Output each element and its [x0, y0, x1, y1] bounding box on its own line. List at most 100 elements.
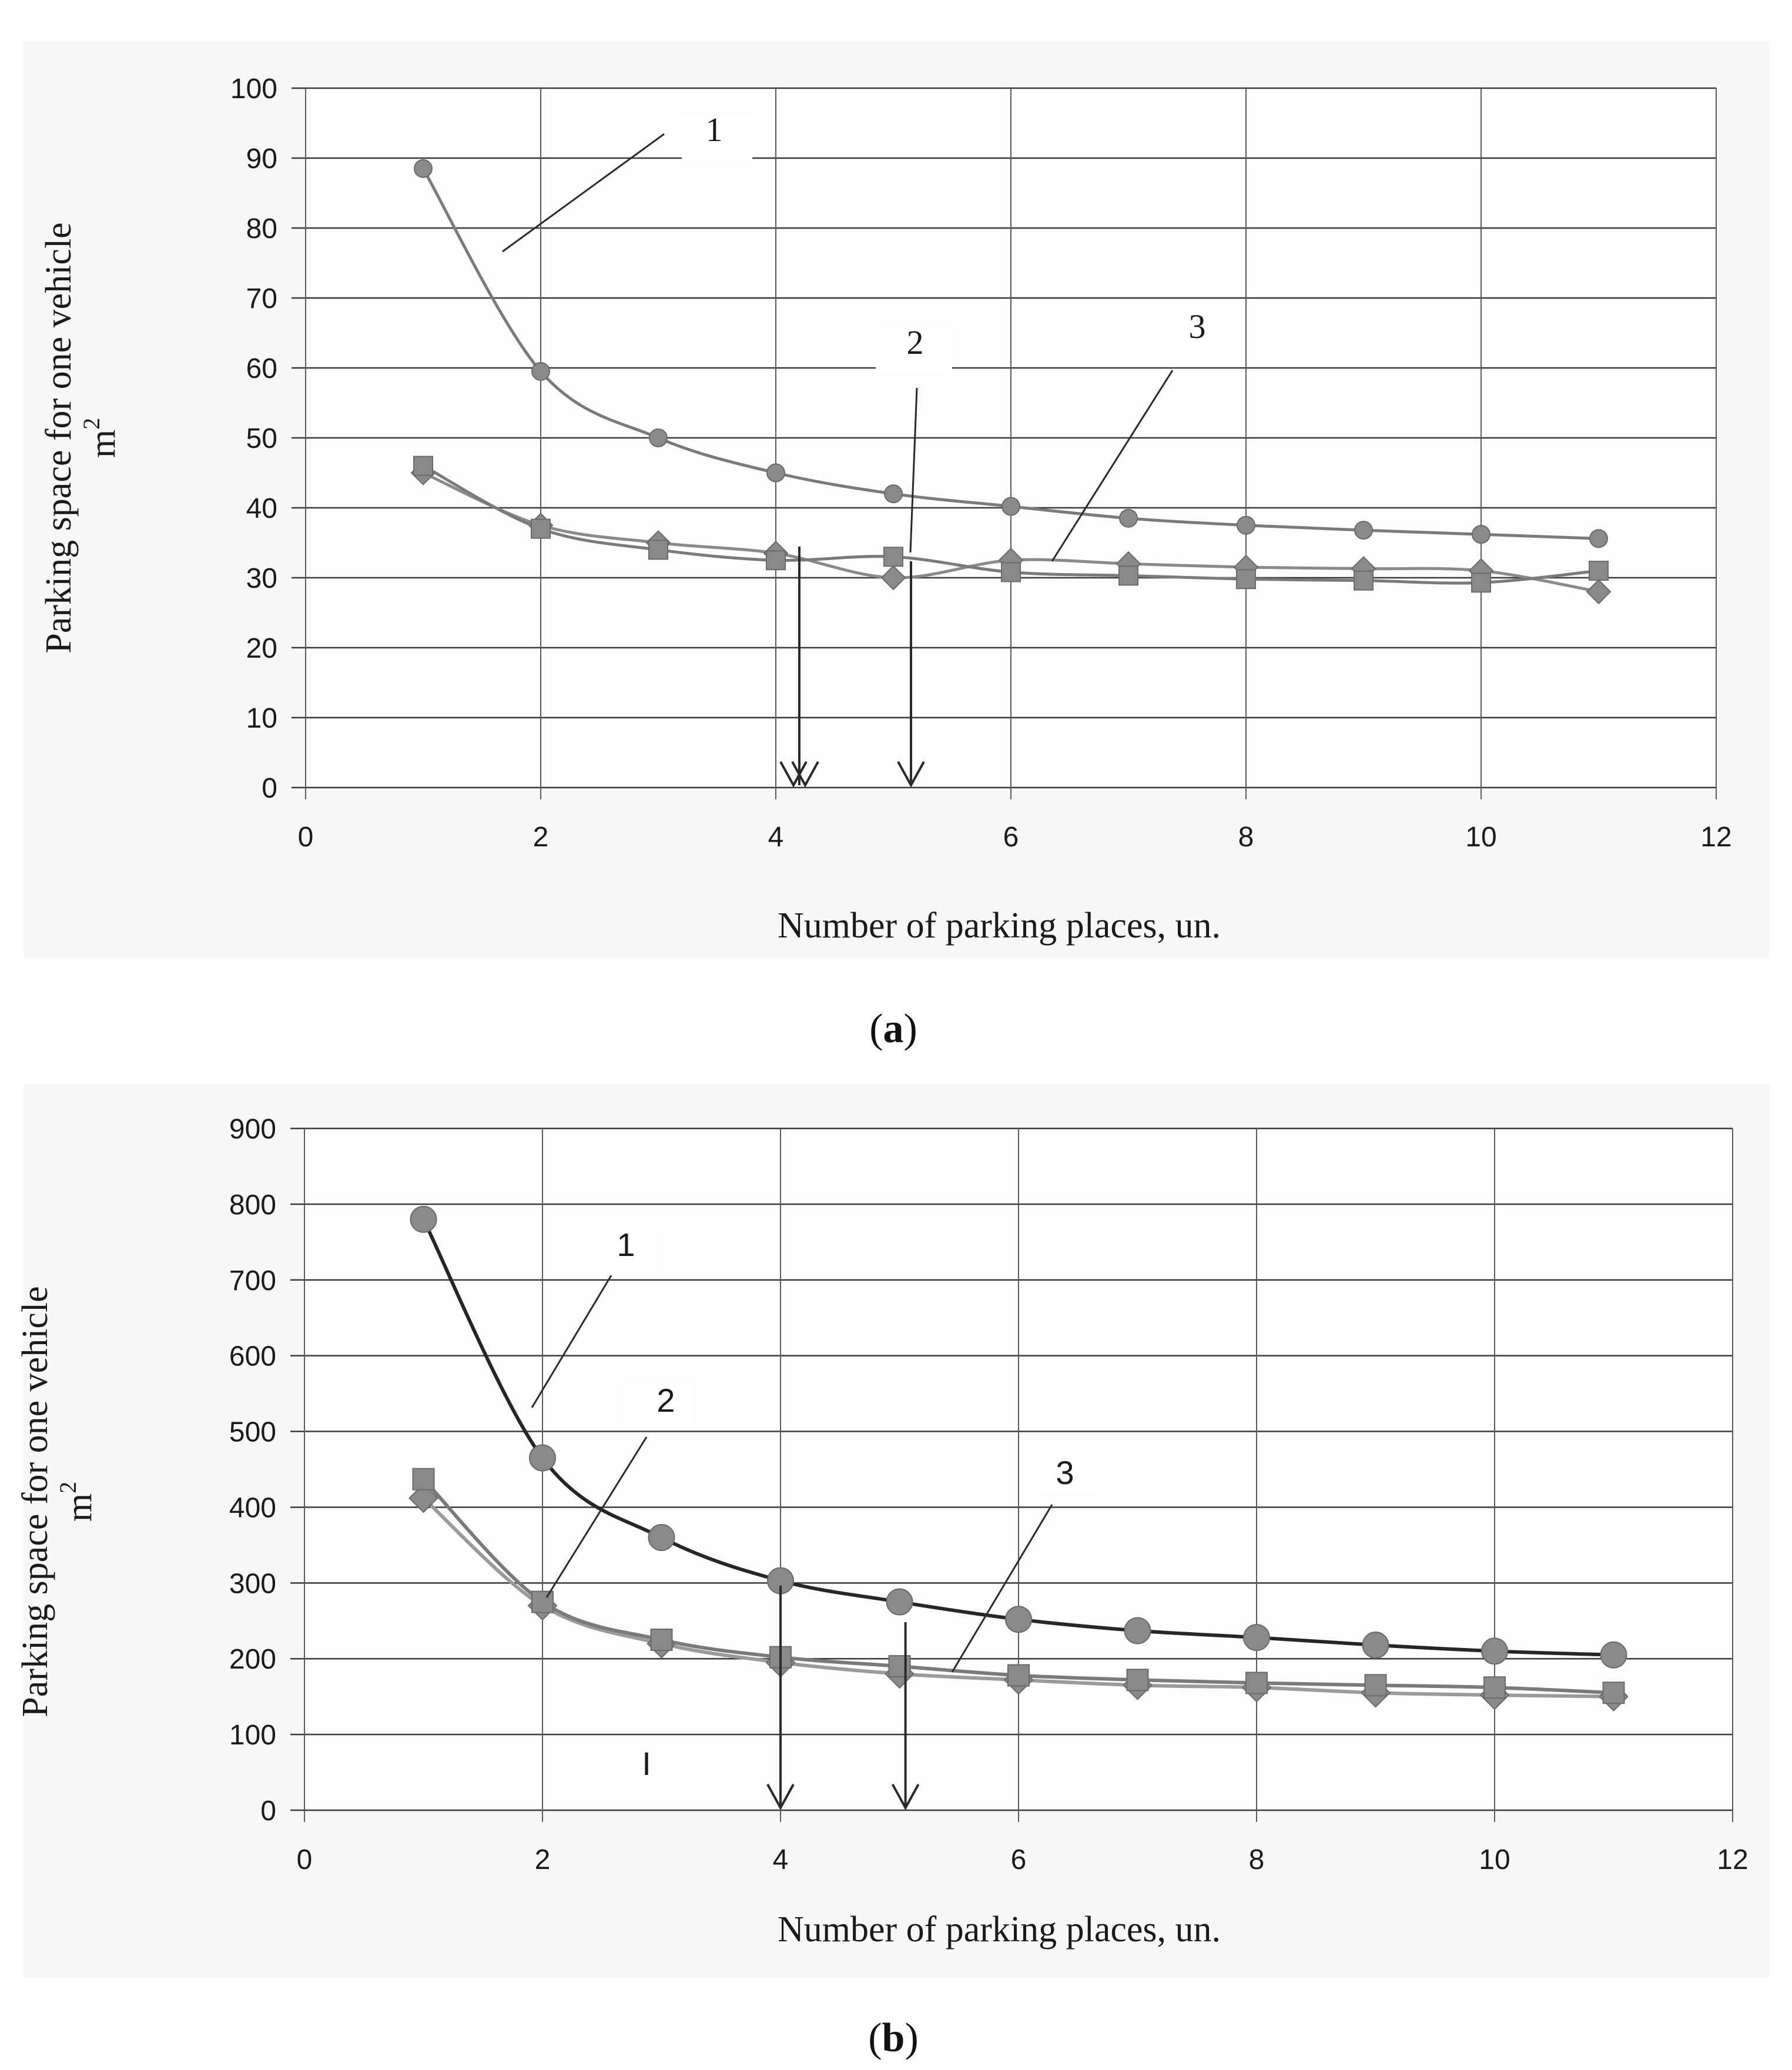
panel-b-series-2-point [1007, 1664, 1030, 1687]
panel-b-x-tick-label: 10 [1479, 1844, 1510, 1875]
panel-b-series-1-point [886, 1588, 913, 1616]
panel-b-series-1-point [1005, 1606, 1032, 1633]
panel-a-series-3-point [880, 565, 906, 591]
panel-a-series-1-point [531, 361, 550, 381]
panel-a-x-tick-label: 8 [1238, 822, 1254, 853]
panel-a-arrow-head [897, 761, 925, 788]
panel-b-series-1-point [410, 1205, 437, 1233]
panel-a-y-tick-label: 0 [262, 773, 277, 804]
panel-b-series-2-point [650, 1629, 673, 1651]
panel-b-caption-close: ) [905, 2015, 918, 2061]
panel-a-leader-line [1051, 370, 1174, 562]
panel-b-series-2-point [1483, 1676, 1506, 1699]
panel-b-gridlines [290, 1127, 1733, 1822]
panel-a-y-unit-base: m [83, 430, 123, 458]
panel-b-x-axis-label: Number of parking places, un. [778, 1910, 1221, 1950]
panel-b-series-1-point [1124, 1617, 1151, 1644]
panel-a-annotations: 1 2 3 [502, 110, 1228, 788]
panel-b-y-tick-label: 800 [229, 1190, 276, 1221]
panel-a-y-tick-label: 10 [246, 703, 277, 734]
panel-a-curve-label: 2 [907, 323, 924, 361]
panel-a-y-tick-label: 30 [246, 563, 277, 594]
panel-a-series-2-point [413, 455, 433, 476]
panel-b-series-2-point [412, 1468, 435, 1490]
panel-a-curve-label: 1 [706, 110, 723, 149]
panel-b-curve-label-halo [602, 1228, 655, 1270]
panel-a-series-2-point [883, 547, 903, 567]
panel-b-y-tick-label: 300 [229, 1568, 276, 1599]
panel-a-series-1-point [1589, 529, 1608, 548]
panel-b-x-tick-label: 6 [1011, 1844, 1027, 1875]
panel-a-y-tick-label: 70 [246, 283, 277, 314]
panel-a-series-1-point [649, 428, 668, 447]
panel-a-series [410, 159, 1612, 605]
panel-b-series-3-point [408, 1483, 438, 1513]
panel-a-y-axis-unit: m2 [78, 418, 123, 458]
panel-a-x-tick-label: 10 [1465, 822, 1496, 853]
panel-a-x-tick-label: 0 [298, 822, 314, 853]
panel-a-y-tick-label: 40 [246, 493, 277, 524]
panel-a-leader-line [909, 387, 918, 553]
panel-a-y-tick-label: 90 [246, 143, 277, 175]
panel-a-series-2-point [531, 518, 551, 539]
panel-b-curve-label: 3 [1056, 1454, 1074, 1491]
panel-b-series-1-line [421, 1218, 1614, 1657]
panel-b-caption-open: ( [868, 2015, 882, 2061]
panel-a-caption-open: ( [869, 1006, 883, 1051]
panel-b-curve-label: 2 [656, 1382, 675, 1419]
panel-b-y-tick-label: 200 [229, 1644, 276, 1675]
panel-a-y-tick-label: 80 [246, 213, 277, 244]
panel-a-caption-close: ) [904, 1006, 917, 1051]
panel-b-series-1-point [648, 1524, 675, 1551]
panel-a-curve-label: 3 [1189, 307, 1206, 346]
panel-a-x-tick-label: 4 [768, 822, 784, 853]
panel-b-series-1-point [1362, 1632, 1389, 1659]
panel-b-series-1-point [1600, 1641, 1627, 1669]
panel-a-series-1-point [1119, 508, 1138, 528]
panel-b-series-2-point [1126, 1669, 1149, 1691]
panel-b-x-tick-label: 0 [297, 1844, 313, 1875]
panel-a-series-2-point [1118, 565, 1138, 586]
panel-b-series-2-point [1602, 1682, 1625, 1704]
panel-a-gridlines [292, 87, 1717, 799]
panel-b-x-tick-label: 4 [773, 1844, 789, 1875]
panel-b-y-tick-label: 600 [229, 1341, 276, 1372]
panel-b-series-2-point [1364, 1674, 1387, 1697]
panel-b-series-2-point [531, 1590, 554, 1613]
panel-b-y-axis-label: Parking space for one vehicle [15, 1286, 55, 1717]
panel-a-curve-label-halo [876, 326, 952, 373]
panel-a-series-2-point [648, 540, 668, 560]
panel-a-x-axis-label: Number of parking places, un. [778, 906, 1221, 946]
panel-a-x-tick-label: 2 [533, 822, 549, 853]
panel-a-y-tick-label: 50 [246, 423, 277, 454]
panel-b-x-tick-label: 8 [1249, 1844, 1265, 1875]
panel-a-series-2-point [1001, 562, 1021, 582]
panel-a-x-tick-label: 12 [1700, 822, 1731, 853]
panel-a-curve-label-halo [682, 115, 752, 162]
panel-a-curve-label-halo [1170, 306, 1228, 353]
panel-b-leader-line [951, 1504, 1053, 1673]
panel-b-y-tick-label: 100 [229, 1720, 276, 1751]
panel-b-series-1-point [1243, 1624, 1270, 1652]
panel-b-series-1-point [529, 1444, 556, 1472]
panel-b-x-tick-label: 12 [1717, 1844, 1748, 1875]
panel-a-y-axis-label: Parking space for one vehicle [39, 222, 79, 653]
panel-b-series-1-point [1481, 1637, 1508, 1665]
panel-b-curve-label: 1 [617, 1226, 635, 1263]
panel-a-series-2-point [766, 550, 786, 571]
panel-a-series-1-point [414, 159, 433, 178]
panel-b-y-unit-base: m [59, 1493, 99, 1522]
panel-b-series-2-point [1245, 1672, 1268, 1694]
panel-a-arrow-head [791, 761, 819, 788]
panel-b-curve-label-halo [1034, 1452, 1099, 1493]
panel-a-series-1-point [766, 463, 785, 483]
panel-a-y-tick-label: 60 [246, 353, 277, 384]
panel-b-y-tick-label: 900 [229, 1114, 276, 1145]
panel-a-series-3-point [1586, 579, 1612, 605]
panel-b-stray-mark: I [642, 1745, 651, 1782]
panel-a-y-tick-label: 100 [230, 73, 277, 105]
